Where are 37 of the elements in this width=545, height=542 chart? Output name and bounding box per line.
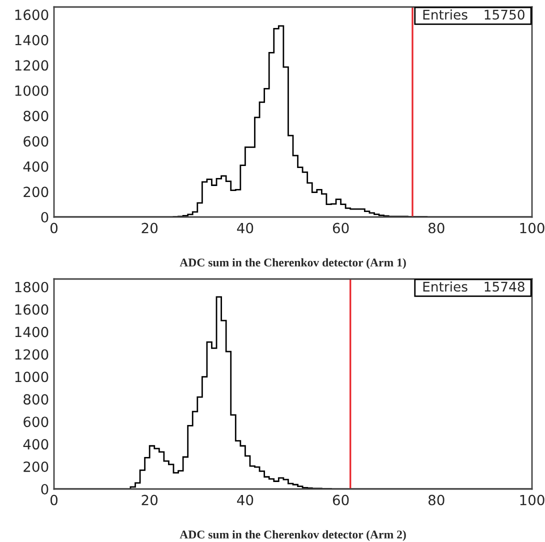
x-tick-label: 100 bbox=[520, 494, 544, 506]
y-tick-label: 1800 bbox=[15, 282, 48, 292]
x-axis-title: ADC sum in the Cherenkov detector (Arm 1) bbox=[180, 258, 406, 269]
y-tick-label: 600 bbox=[24, 416, 48, 428]
x-tick-label: 60 bbox=[332, 222, 349, 234]
y-tick-label: 1600 bbox=[15, 304, 48, 315]
y-tick-label: 400 bbox=[23, 161, 48, 172]
x-tick-label: 80 bbox=[428, 222, 444, 234]
x-tick-label: 20 bbox=[142, 222, 158, 234]
annotation: 15748 bbox=[484, 282, 524, 292]
y-tick-label: 1400 bbox=[15, 34, 48, 46]
y-tick-label: 1600 bbox=[15, 10, 48, 20]
y-tick-label: 0 bbox=[41, 484, 48, 494]
annotation: 15750 bbox=[484, 10, 524, 20]
y-tick-label: 0 bbox=[41, 212, 48, 222]
x-tick-label: 0 bbox=[50, 222, 58, 234]
x-tick-label: 40 bbox=[237, 222, 254, 234]
x-tick-label: 80 bbox=[428, 494, 444, 506]
y-tick-label: 1200 bbox=[15, 349, 48, 360]
y-tick-label: 800 bbox=[24, 394, 48, 405]
y-tick-label: 1400 bbox=[15, 326, 48, 338]
annotation: Entries bbox=[423, 281, 468, 292]
x-axis-title: ADC sum in the Cherenkov detector (Arm 2) bbox=[180, 530, 406, 541]
x-tick-label: 100 bbox=[520, 222, 544, 234]
x-tick-label: 20 bbox=[142, 494, 158, 506]
y-tick-label: 400 bbox=[23, 439, 48, 450]
x-tick-label: 0 bbox=[50, 494, 58, 506]
annotation: Entries bbox=[423, 9, 468, 20]
y-tick-label: 1000 bbox=[15, 85, 48, 96]
x-tick-label: 40 bbox=[237, 494, 254, 506]
y-tick-label: 800 bbox=[24, 110, 48, 122]
y-tick-label: 1200 bbox=[15, 60, 48, 71]
y-tick-label: 1000 bbox=[15, 372, 48, 382]
y-tick-label: 200 bbox=[24, 462, 48, 472]
y-tick-label: 200 bbox=[24, 186, 48, 198]
x-tick-label: 60 bbox=[332, 494, 349, 506]
y-tick-label: 600 bbox=[24, 136, 48, 147]
